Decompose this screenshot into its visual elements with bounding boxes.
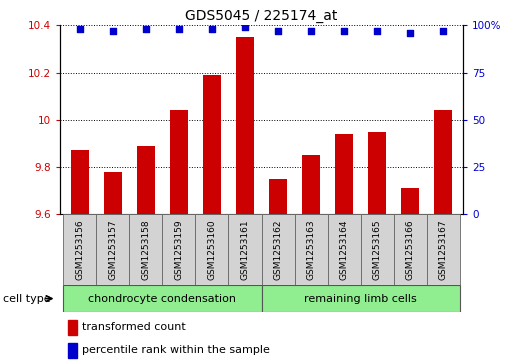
Text: GSM1253159: GSM1253159: [175, 220, 184, 281]
Text: GSM1253156: GSM1253156: [75, 220, 84, 281]
Point: [373, 28, 381, 34]
Bar: [262, 214, 294, 285]
Text: GSM1253163: GSM1253163: [306, 220, 315, 281]
Bar: [335, 134, 353, 214]
Text: GSM1253164: GSM1253164: [339, 220, 348, 280]
Bar: [393, 214, 427, 285]
Text: transformed count: transformed count: [82, 322, 186, 333]
Text: GSM1253160: GSM1253160: [208, 220, 217, 281]
Point: [208, 26, 216, 32]
Text: GSM1253162: GSM1253162: [274, 220, 282, 280]
Text: GSM1253165: GSM1253165: [372, 220, 382, 281]
Bar: [294, 214, 327, 285]
Bar: [68, 343, 77, 358]
Bar: [401, 188, 419, 214]
Bar: [163, 214, 196, 285]
Point: [406, 30, 414, 36]
Bar: [262, 285, 460, 312]
Point: [142, 26, 150, 32]
Bar: [170, 110, 188, 214]
Text: GSM1253167: GSM1253167: [439, 220, 448, 281]
Bar: [434, 110, 452, 214]
Point: [109, 28, 117, 34]
Point: [76, 26, 84, 32]
Point: [274, 28, 282, 34]
Bar: [63, 214, 96, 285]
Point: [340, 28, 348, 34]
Title: GDS5045 / 225174_at: GDS5045 / 225174_at: [185, 9, 338, 23]
Bar: [360, 214, 393, 285]
Bar: [427, 214, 460, 285]
Text: cell type: cell type: [3, 294, 50, 303]
Bar: [327, 214, 360, 285]
Text: percentile rank within the sample: percentile rank within the sample: [82, 345, 270, 355]
Bar: [203, 75, 221, 214]
Text: GSM1253158: GSM1253158: [141, 220, 151, 281]
Bar: [71, 151, 89, 214]
Text: GSM1253166: GSM1253166: [405, 220, 415, 281]
Text: GSM1253157: GSM1253157: [108, 220, 118, 281]
Text: GSM1253161: GSM1253161: [241, 220, 249, 281]
Bar: [236, 37, 254, 214]
Bar: [104, 172, 122, 214]
Bar: [302, 155, 320, 214]
Point: [241, 24, 249, 30]
Bar: [63, 285, 262, 312]
Bar: [196, 214, 229, 285]
Point: [439, 28, 447, 34]
Bar: [269, 179, 287, 214]
Point: [175, 26, 183, 32]
Bar: [130, 214, 163, 285]
Bar: [368, 132, 386, 214]
Text: remaining limb cells: remaining limb cells: [304, 294, 417, 303]
Bar: [96, 214, 130, 285]
Bar: [68, 320, 77, 335]
Point: [307, 28, 315, 34]
Bar: [137, 146, 155, 214]
Text: chondrocyte condensation: chondrocyte condensation: [88, 294, 236, 303]
Bar: [229, 214, 262, 285]
